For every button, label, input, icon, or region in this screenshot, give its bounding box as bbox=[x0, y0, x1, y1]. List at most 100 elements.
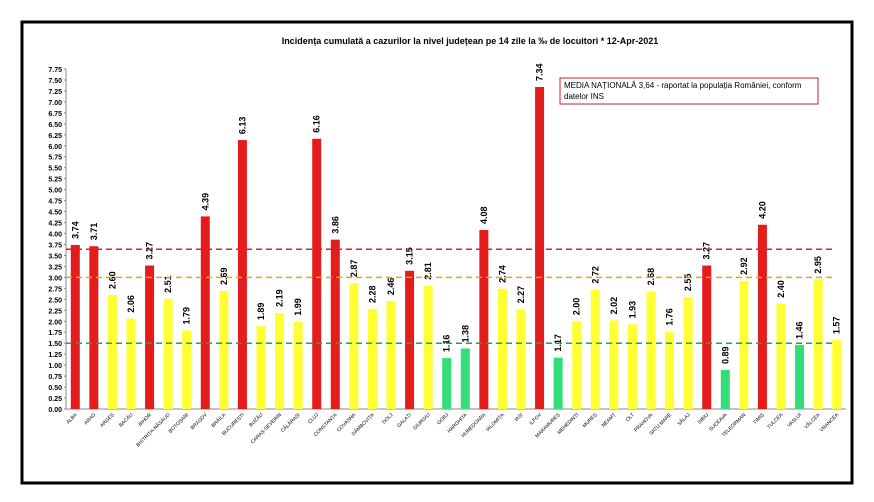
y-tick-label: 3.50 bbox=[48, 253, 62, 260]
value-label: 2.02 bbox=[609, 297, 619, 315]
x-tick-label: OLT bbox=[625, 412, 636, 423]
y-tick-label: 7.00 bbox=[48, 100, 62, 107]
bar bbox=[386, 301, 396, 409]
y-tick-label: 7.75 bbox=[48, 67, 62, 74]
value-label: 3.27 bbox=[702, 242, 712, 260]
bar bbox=[590, 289, 600, 409]
y-tick-label: 3.75 bbox=[48, 242, 62, 249]
value-label: 2.06 bbox=[126, 295, 136, 313]
value-label: 2.00 bbox=[572, 298, 582, 316]
y-tick-label: 0.50 bbox=[48, 385, 62, 392]
value-label: 4.08 bbox=[479, 206, 489, 224]
bar bbox=[107, 294, 117, 409]
value-label: 2.27 bbox=[516, 286, 526, 304]
y-tick-label: 1.25 bbox=[48, 352, 62, 359]
y-tick-label: 0.75 bbox=[48, 374, 62, 381]
value-label: 2.74 bbox=[497, 265, 507, 283]
y-tick-label: 3.25 bbox=[48, 264, 62, 271]
annotation: MEDIA NAȚIONALĂ 3,64 - raportat la popul… bbox=[564, 81, 802, 101]
bar bbox=[256, 326, 266, 409]
bar bbox=[423, 285, 433, 409]
bar bbox=[776, 303, 786, 409]
bar bbox=[516, 309, 526, 409]
bar bbox=[200, 216, 210, 409]
y-tick-label: 4.50 bbox=[48, 210, 62, 217]
bar bbox=[219, 290, 229, 409]
annotation-wrap: MEDIA NAȚIONALĂ 3,64 - raportat la popul… bbox=[564, 81, 802, 101]
bar bbox=[683, 297, 693, 409]
value-label: 2.60 bbox=[107, 271, 117, 289]
bar bbox=[237, 140, 247, 409]
value-label: 1.38 bbox=[460, 325, 470, 343]
value-label: 6.13 bbox=[237, 117, 247, 135]
bar bbox=[70, 244, 80, 409]
y-tick-label: 2.00 bbox=[48, 319, 62, 326]
bar bbox=[535, 86, 545, 410]
bar bbox=[479, 230, 489, 409]
value-label: 4.39 bbox=[200, 193, 210, 211]
bar bbox=[739, 280, 749, 409]
bar bbox=[609, 320, 619, 409]
bar bbox=[460, 348, 470, 409]
chart-title: Incidența cumulată a cazurilor la nivel … bbox=[282, 36, 659, 46]
value-label: 2.87 bbox=[349, 260, 359, 278]
value-label: 2.69 bbox=[219, 267, 229, 285]
y-tick-label: 5.00 bbox=[48, 188, 62, 195]
x-tick-label: IAȘI bbox=[513, 412, 524, 423]
value-label: 2.40 bbox=[776, 280, 786, 298]
value-label: 7.34 bbox=[535, 63, 545, 81]
bar bbox=[312, 138, 322, 410]
value-label: 1.99 bbox=[293, 298, 303, 316]
value-label: 2.81 bbox=[423, 262, 433, 280]
bar bbox=[646, 291, 656, 409]
bar bbox=[832, 340, 842, 409]
value-label: 4.20 bbox=[757, 201, 767, 219]
bar bbox=[665, 331, 675, 409]
bar bbox=[757, 224, 767, 409]
y-tick-label: 4.75 bbox=[48, 199, 62, 206]
value-label: 3.71 bbox=[89, 223, 99, 241]
y-tick-label: 5.25 bbox=[48, 177, 62, 184]
y-tick-label: 7.50 bbox=[48, 78, 62, 85]
value-label: 6.16 bbox=[312, 115, 322, 133]
y-tick-label: 0.00 bbox=[48, 407, 62, 414]
y-tick-label: 0.25 bbox=[48, 396, 62, 403]
value-label: 2.95 bbox=[813, 256, 823, 274]
bar bbox=[405, 270, 415, 409]
bar bbox=[330, 239, 340, 409]
bar bbox=[145, 265, 155, 409]
bar bbox=[293, 321, 303, 409]
value-label: 2.92 bbox=[739, 257, 749, 275]
bar bbox=[795, 344, 805, 409]
value-label: 1.57 bbox=[832, 317, 842, 335]
y-tick-label: 6.75 bbox=[48, 111, 62, 118]
bar bbox=[720, 369, 730, 409]
value-label: 1.46 bbox=[795, 321, 805, 339]
bar bbox=[813, 279, 823, 409]
y-tick-label: 4.00 bbox=[48, 232, 62, 239]
value-label: 3.86 bbox=[330, 216, 340, 234]
value-label: 1.89 bbox=[256, 303, 266, 321]
bar bbox=[163, 298, 173, 409]
value-label: 2.55 bbox=[683, 274, 693, 292]
bar bbox=[182, 330, 192, 409]
y-tick-label: 7.25 bbox=[48, 89, 62, 96]
value-label: 2.19 bbox=[275, 289, 285, 307]
y-tick-label: 4.25 bbox=[48, 221, 62, 228]
y-tick-label: 2.25 bbox=[48, 308, 62, 315]
value-label: 2.51 bbox=[163, 275, 173, 293]
value-label: 2.72 bbox=[590, 266, 600, 284]
value-label: 1.79 bbox=[182, 307, 192, 325]
bar bbox=[627, 324, 637, 409]
value-label: 3.15 bbox=[405, 247, 415, 265]
value-label: 3.74 bbox=[70, 221, 80, 239]
value-label: 2.46 bbox=[386, 278, 396, 296]
y-tick-label: 3.00 bbox=[48, 275, 62, 282]
bar bbox=[349, 283, 359, 409]
y-tick-label: 6.25 bbox=[48, 133, 62, 140]
value-label: 2.28 bbox=[367, 285, 377, 303]
y-tick-label: 2.50 bbox=[48, 297, 62, 304]
bar bbox=[702, 265, 712, 409]
